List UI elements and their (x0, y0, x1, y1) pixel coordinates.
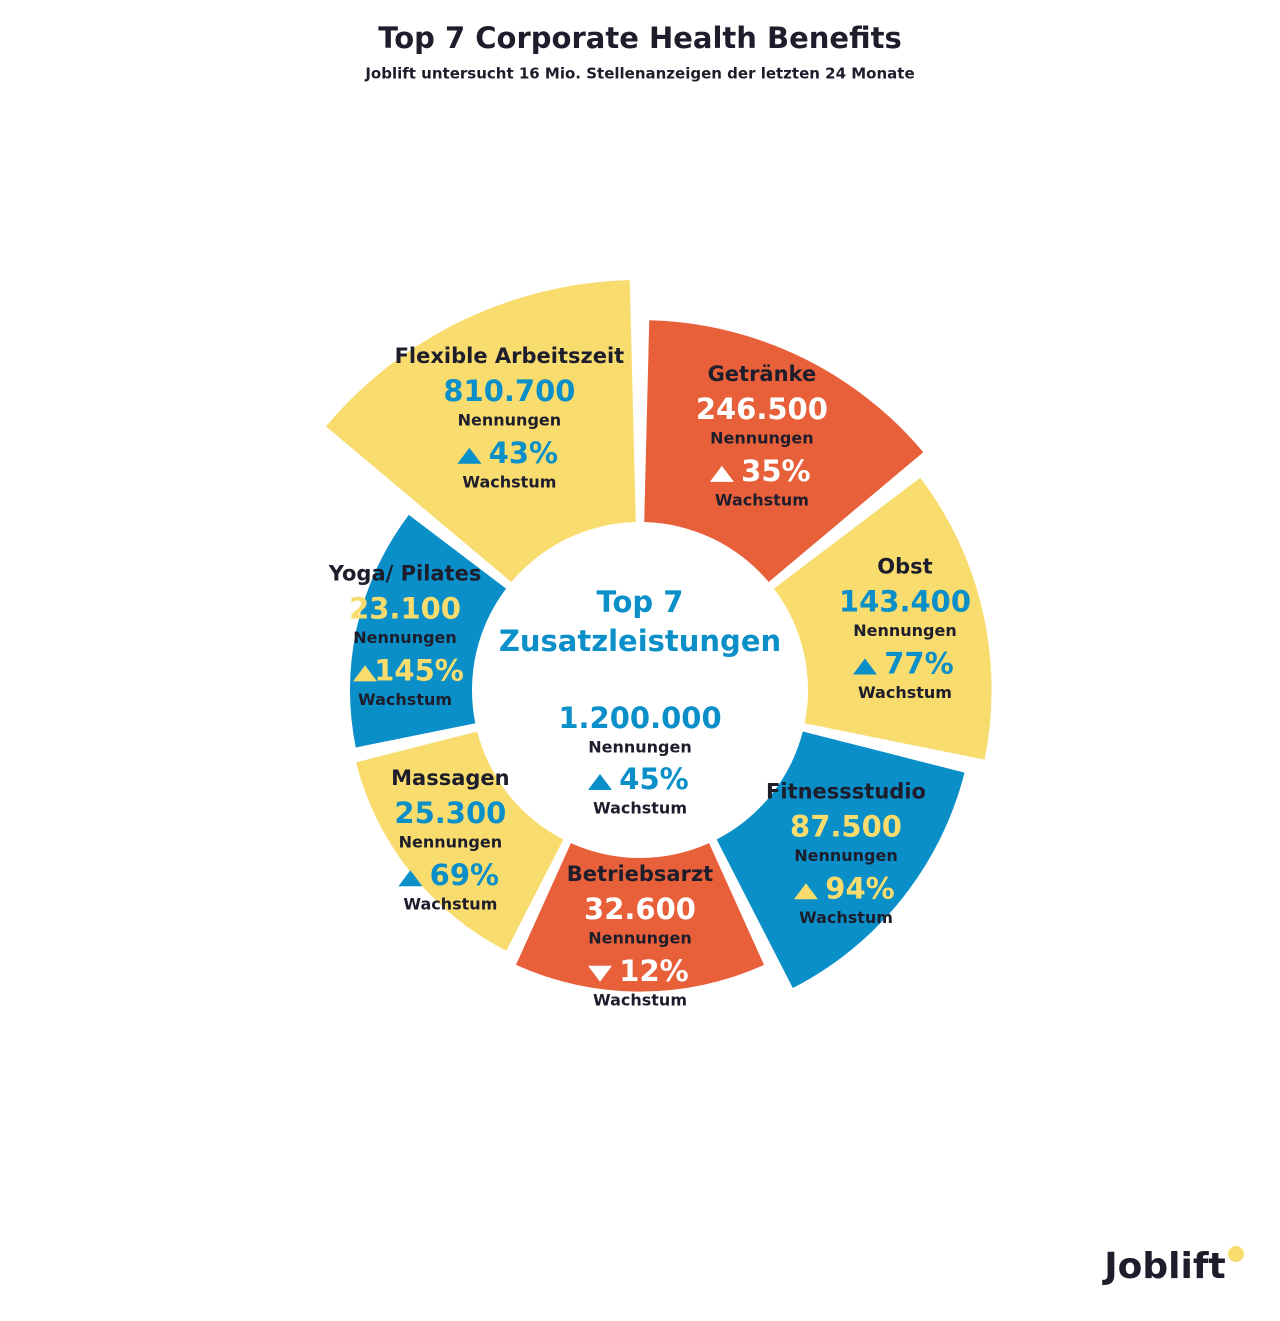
total-value: 1.200.000 (558, 701, 721, 735)
growth-up (398, 870, 423, 887)
growth-unit: Wachstum (403, 895, 497, 914)
total-growth: 45% (619, 762, 688, 796)
segment (773, 477, 992, 760)
growth-up (353, 665, 378, 682)
growth-unit: Wachstum (593, 799, 687, 818)
growth-unit: Wachstum (462, 472, 556, 491)
center-title: Zusatzleistungen (499, 624, 781, 658)
growth-label: 12% (619, 954, 688, 988)
growth-up (793, 883, 818, 900)
count-unit: Nennungen (458, 410, 562, 429)
segment-value: 246.500 (696, 392, 828, 426)
segment (515, 843, 765, 992)
growth-unit: Wachstum (358, 690, 452, 709)
growth-up (588, 774, 612, 790)
segment-label: Fitnessstudio (766, 779, 926, 803)
growth-label: 35% (741, 454, 810, 488)
segment (325, 280, 636, 583)
growth-unit: Wachstum (799, 908, 893, 927)
center-title: Top 7 (597, 585, 684, 619)
segment (350, 514, 507, 748)
growth-label: 77% (884, 647, 953, 681)
count-unit: Nennungen (399, 833, 503, 852)
segment-value: 143.400 (839, 585, 971, 619)
growth-up (709, 465, 734, 482)
count-unit: Nennungen (588, 738, 692, 757)
segment-value: 23.100 (349, 591, 461, 625)
growth-label: 145% (374, 653, 464, 687)
segment-value: 87.500 (790, 809, 902, 843)
count-unit: Nennungen (710, 428, 814, 447)
segment-label: Getränke (708, 362, 817, 386)
center-disc (472, 522, 808, 858)
count-unit: Nennungen (588, 928, 692, 947)
growth-unit: Wachstum (715, 490, 809, 509)
segment (644, 320, 924, 583)
segment (355, 731, 564, 951)
growth-unit: Wachstum (593, 990, 687, 1009)
segment-value: 810.700 (443, 374, 575, 408)
segment-label: Betriebsarzt (567, 862, 713, 886)
growth-label: 94% (825, 871, 894, 905)
growth-label: 43% (489, 436, 558, 470)
growth-up (457, 447, 482, 464)
brand-dot (1228, 1246, 1244, 1262)
chart-title: Top 7 Corporate Health Benefits (378, 21, 901, 55)
count-unit: Nennungen (853, 621, 957, 640)
count-unit: Nennungen (353, 628, 457, 647)
segment-label: Massagen (391, 766, 509, 790)
segment-label: Yoga/ Pilates (328, 561, 482, 585)
segment-value: 25.300 (394, 796, 506, 830)
growth-unit: Wachstum (858, 683, 952, 702)
brand: Joblift (1101, 1246, 1225, 1287)
count-unit: Nennungen (794, 846, 898, 865)
growth-label: 69% (430, 858, 499, 892)
segment-value: 32.600 (584, 892, 696, 926)
segment-label: Flexible Arbeitszeit (395, 344, 625, 368)
segment-label: Obst (877, 555, 932, 579)
chart-subtitle: Joblift untersucht 16 Mio. Stellenanzeig… (364, 65, 914, 83)
segment (716, 731, 965, 989)
growth-up (852, 658, 877, 675)
growth-down (588, 965, 612, 982)
